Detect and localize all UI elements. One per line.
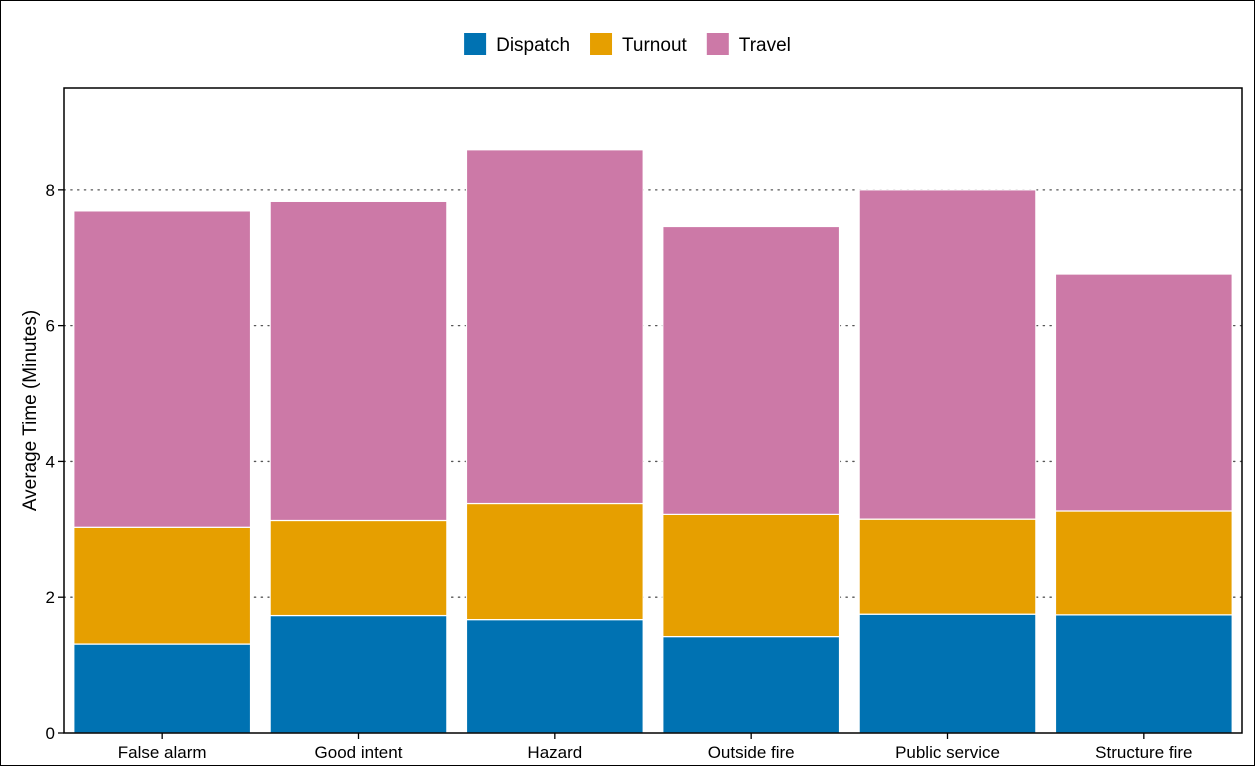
x-tick-label: False alarm: [118, 743, 207, 762]
bar-travel-structure-fire: [1054, 273, 1233, 512]
bars: [73, 149, 1233, 734]
bar-dispatch-public-service: [858, 613, 1037, 734]
y-tick-label: 0: [46, 724, 55, 743]
bar-dispatch-good-intent: [269, 614, 448, 734]
bar-turnout-hazard: [465, 502, 644, 621]
x-tick-label: Structure fire: [1095, 743, 1192, 762]
y-tick-label: 6: [46, 317, 55, 336]
bar-dispatch-outside-fire: [662, 635, 841, 734]
legend-label-travel: Travel: [739, 35, 791, 56]
x-tick-label: Good intent: [315, 743, 403, 762]
x-axis: False alarm Good intent Hazard Outside fire…: [118, 733, 1192, 762]
y-axis-title: Average Time (Minutes): [20, 310, 41, 511]
bar-turnout-good-intent: [269, 519, 448, 617]
bar-travel-false-alarm: [73, 210, 252, 528]
plot-panel-border: [63, 87, 1243, 734]
y-axis: 0 2 4 6 8: [46, 181, 64, 743]
legend-label-turnout: Turnout: [622, 35, 687, 56]
legend-swatch-dispatch: [464, 33, 487, 55]
y-tick-label: 8: [46, 181, 55, 200]
bar-turnout-structure-fire: [1054, 510, 1233, 616]
bar-turnout-public-service: [858, 518, 1037, 615]
legend-swatch-travel: [706, 33, 729, 55]
bar-turnout-outside-fire: [662, 513, 841, 638]
bar-travel-public-service: [858, 189, 1037, 520]
x-tick-label: Public service: [895, 743, 1000, 762]
bar-travel-hazard: [465, 149, 644, 505]
x-tick-label: Outside fire: [708, 743, 795, 762]
bar-dispatch-structure-fire: [1054, 614, 1233, 734]
legend: Dispatch Turnout Travel: [464, 33, 791, 56]
bar-dispatch-hazard: [465, 619, 644, 734]
bar-travel-good-intent: [269, 200, 448, 522]
y-tick-label: 4: [46, 452, 55, 471]
legend-label-dispatch: Dispatch: [496, 35, 570, 56]
bar-turnout-false-alarm: [73, 526, 252, 645]
x-tick-label: Hazard: [527, 743, 582, 762]
legend-swatch-turnout: [590, 33, 613, 55]
bar-travel-outside-fire: [662, 225, 841, 515]
y-tick-label: 2: [46, 588, 55, 607]
bar-dispatch-false-alarm: [73, 643, 252, 734]
